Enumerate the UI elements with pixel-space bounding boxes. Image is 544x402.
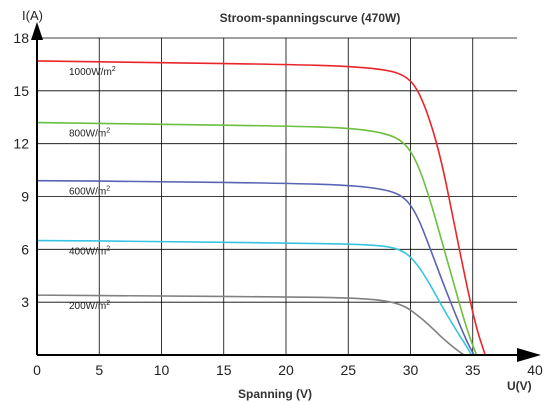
series-label: 600W/m2	[69, 186, 110, 198]
x-tick-label: 15	[216, 362, 232, 378]
x-tick-label: 0	[33, 362, 41, 378]
y-axis-arrow	[31, 22, 43, 40]
x-tick-label: 35	[465, 362, 481, 378]
x-axis-arrow	[517, 348, 541, 362]
y-tick-label: 3	[21, 294, 29, 310]
y-tick-label: 6	[21, 241, 29, 257]
series-label: 1000W/m2	[69, 66, 116, 78]
x-tick-label: 25	[340, 362, 356, 378]
x-axis-title: Spanning (V)	[238, 387, 312, 401]
y-unit-label: I(A)	[22, 8, 43, 23]
x-tick-label: 20	[278, 362, 294, 378]
series-label: 400W/m2	[69, 246, 110, 258]
x-tick-label: 30	[403, 362, 419, 378]
series-line	[36, 239, 473, 356]
curve-labels: 1000W/m2 800W/m2 600W/m2 400W/m2 200W/m2	[69, 66, 116, 312]
series-line	[36, 121, 478, 356]
x-tick-label: 5	[95, 362, 103, 378]
series-line	[36, 294, 465, 356]
series-line	[36, 60, 486, 356]
y-tick-label: 15	[13, 83, 29, 99]
y-tick-label: 18	[13, 30, 29, 46]
series-label: 200W/m2	[69, 300, 110, 312]
x-tick-label: 10	[154, 362, 170, 378]
series-lines	[36, 60, 486, 356]
chart-title: Stroom-spanningscurve (470W)	[220, 11, 401, 25]
x-tick-label: 40	[527, 362, 543, 378]
axes	[31, 22, 541, 362]
tick-labels: 0 5 10 15 20 25 30 35 40 3 6 9 12 15 18	[13, 30, 543, 378]
series-line	[36, 179, 475, 356]
grid	[37, 37, 517, 355]
y-tick-label: 9	[21, 189, 29, 205]
y-tick-label: 12	[13, 136, 29, 152]
series-label: 800W/m2	[69, 128, 110, 140]
x-unit-label: U(V)	[507, 379, 532, 393]
